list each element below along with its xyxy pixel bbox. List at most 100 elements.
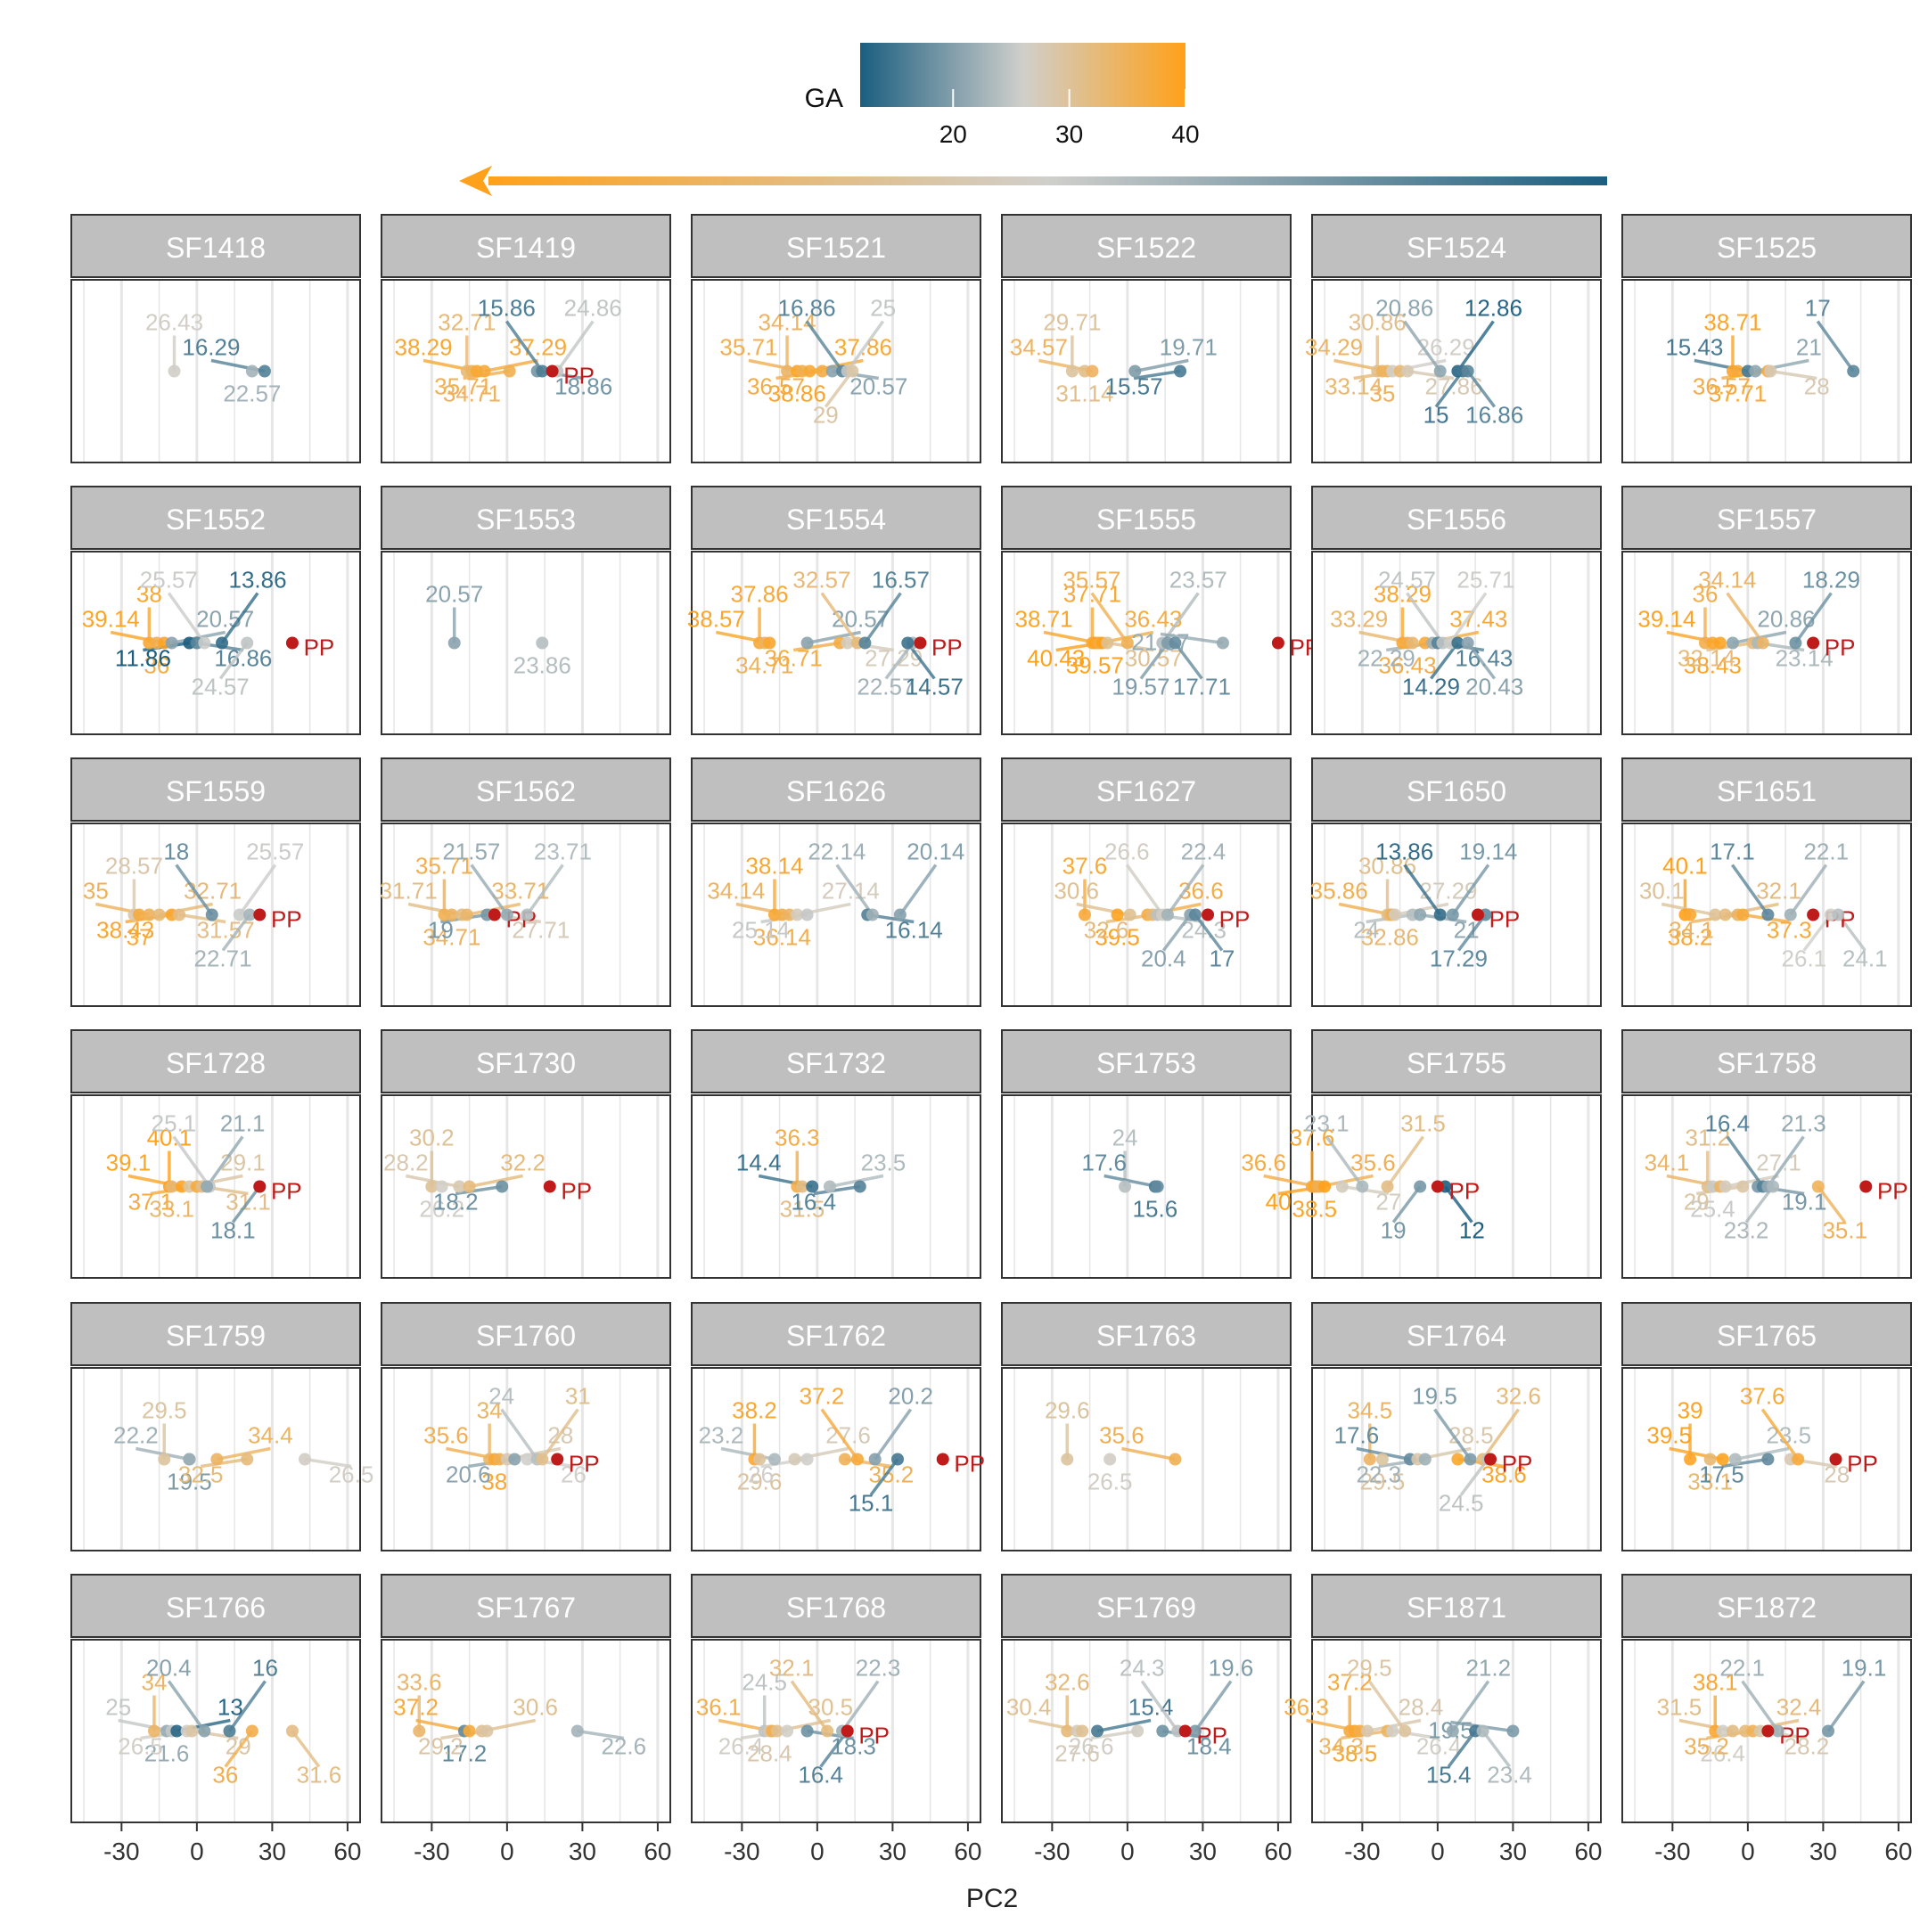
facet-strip: [1621, 1029, 1912, 1093]
pp-point: [551, 1453, 564, 1466]
point-label: 37.3: [1767, 917, 1812, 944]
pp-point-label: PP: [931, 634, 963, 661]
facet-strip: [1311, 1574, 1602, 1638]
facet-panels: SF1418 26.43 22.57 16.29 SF1419 32.71 34.71 38.…: [70, 214, 1912, 1865]
point-label: 37.6: [1062, 853, 1108, 880]
point-leader-line: [1448, 592, 1488, 644]
point-label: 16.4: [791, 1189, 836, 1216]
data-point: [243, 908, 257, 921]
point-label: 17.1: [1710, 839, 1755, 865]
legend-tick-label: 40: [1171, 120, 1199, 148]
data-point: [285, 1724, 299, 1738]
data-point: [806, 1180, 819, 1193]
facet-strip: [381, 486, 671, 550]
facet-panel: SF1730 30.2 26.2 28.2 32.2 18.2 PP: [381, 1029, 671, 1279]
point-label: 21.2: [1465, 1655, 1511, 1682]
point-label: 39.14: [82, 606, 140, 633]
point-label: 38.2: [1668, 924, 1713, 951]
point-label: 36: [1693, 581, 1719, 608]
facet-plot-area: [381, 1094, 671, 1279]
point-label: 20.43: [1465, 674, 1523, 700]
point-label: 20.57: [425, 581, 483, 608]
point-label: 32.1: [1756, 878, 1801, 905]
point-leader-line: [1481, 1730, 1511, 1768]
data-point: [1406, 636, 1419, 650]
point-label: 19.1: [1782, 1189, 1827, 1216]
data-point: [1506, 1724, 1520, 1738]
data-point: [500, 908, 513, 921]
data-point: [795, 1180, 808, 1193]
pp-point-label: PP: [1449, 1178, 1481, 1205]
point-leader-line: [577, 1729, 625, 1740]
point-label: 32.2: [500, 1150, 546, 1176]
data-point: [753, 1453, 767, 1466]
facet-strip-label: SF1553: [476, 503, 576, 536]
point-leader-line: [1817, 1185, 1847, 1224]
facet-plot-area: [70, 551, 361, 735]
data-point: [1433, 908, 1447, 921]
point-label: 22.6: [601, 1733, 646, 1760]
point-leader-line: [1447, 1730, 1477, 1768]
point-leader-line: [304, 1457, 352, 1469]
point-leader-line: [1456, 320, 1495, 372]
facet-plot-area: [70, 1639, 361, 1823]
point-leader-line: [540, 1408, 579, 1461]
point-label: 24: [488, 1383, 514, 1410]
facet-strip: [691, 486, 981, 550]
data-point: [1464, 1453, 1477, 1466]
facet-strip: [691, 1029, 981, 1093]
data-point: [1216, 636, 1229, 650]
pp-point-label: PP: [304, 634, 335, 661]
point-label: 35.2: [1684, 1733, 1729, 1760]
data-point: [800, 1724, 814, 1738]
data-point: [816, 364, 829, 378]
point-label: 22.57: [223, 381, 281, 407]
point-label: 17.5: [1699, 1461, 1744, 1488]
point-label: 30.57: [1125, 645, 1183, 672]
point-label: 25.57: [246, 839, 304, 865]
data-point: [1811, 1180, 1825, 1193]
point-label: 13.86: [229, 567, 287, 594]
point-label: 18.2: [433, 1189, 479, 1216]
point-label: 37.71: [1709, 381, 1767, 407]
facet-strip: [1001, 757, 1292, 822]
point-leader-line: [1090, 592, 1129, 644]
point-label: 22.57: [857, 674, 915, 700]
x-axis-tick-label: -30: [414, 1838, 449, 1865]
point-label: 29.5: [1347, 1655, 1392, 1682]
data-point: [1401, 364, 1415, 378]
point-label: 16.29: [182, 334, 240, 361]
data-point: [800, 636, 814, 650]
point-label: 15.6: [1133, 1196, 1178, 1223]
point-leader-line: [1161, 913, 1192, 952]
facet-plot-area: [70, 279, 361, 463]
point-leader-line: [1391, 1185, 1422, 1224]
data-point: [1684, 908, 1697, 921]
facet-strip: [381, 757, 671, 822]
facet-panel: SF1522 29.71 31.14 34.57 19.71 15.57: [1001, 214, 1292, 463]
point-label: 38.43: [1684, 652, 1742, 679]
point-leader-line: [841, 1680, 880, 1732]
point-label: 22.14: [808, 839, 866, 865]
point-label: 22.3: [856, 1655, 901, 1682]
data-point: [1356, 1180, 1369, 1193]
point-leader-line: [1403, 320, 1442, 372]
point-leader-line: [1403, 864, 1442, 916]
data-point: [1188, 908, 1202, 921]
facet-strip-label: SF1728: [166, 1047, 266, 1079]
point-leader-line: [1407, 369, 1455, 381]
data-point: [480, 1724, 494, 1738]
data-point: [1388, 908, 1401, 921]
facet-panel: SF1768 24.5 28.436.1 30.5 26.4 18.3 32.1 22.3 16…: [691, 1574, 981, 1865]
data-point: [770, 1724, 784, 1738]
point-label: 28.2: [383, 1150, 429, 1176]
point-leader-line: [167, 592, 206, 644]
pp-point: [936, 1453, 949, 1466]
data-point: [170, 1724, 184, 1738]
point-label: 33.14: [1325, 373, 1382, 400]
point-label: 20.2: [888, 1383, 933, 1410]
